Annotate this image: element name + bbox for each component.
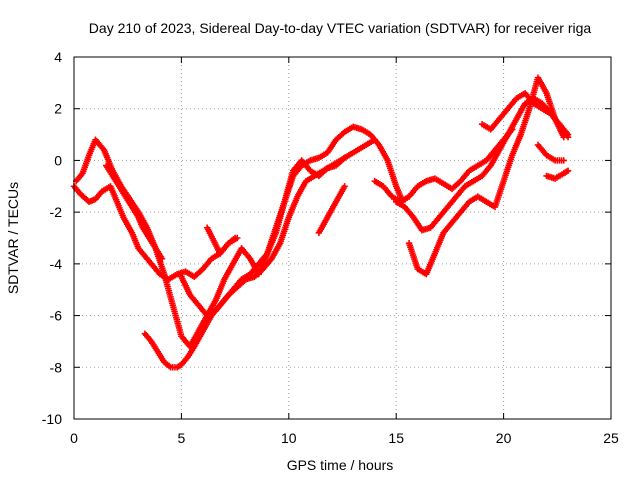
data-points xyxy=(70,74,572,371)
y-tick-label: 0 xyxy=(54,152,62,168)
y-tick-label: -8 xyxy=(50,359,63,375)
series-arc-9 xyxy=(478,90,572,141)
y-tick-label: 4 xyxy=(54,49,62,65)
data-point xyxy=(564,167,572,174)
y-tick-label: -2 xyxy=(50,204,63,220)
data-point xyxy=(158,255,166,262)
x-tick-label: 25 xyxy=(603,430,619,446)
x-tick-label: 0 xyxy=(70,430,78,446)
x-axis-label: GPS time / hours xyxy=(287,457,394,473)
data-point xyxy=(341,154,348,162)
axis-ticks: 0 5 10 15 20 25 -10 -8 -6 -4 -2 0 2 4 xyxy=(42,49,619,446)
series-arc-10 xyxy=(534,141,567,164)
series-arc-6 xyxy=(393,95,572,234)
y-tick-label: -10 xyxy=(42,411,62,427)
data-point xyxy=(560,157,567,164)
x-tick-label: 15 xyxy=(388,430,404,446)
series-arc-8 xyxy=(371,126,516,205)
data-point xyxy=(508,126,516,133)
x-tick-label: 5 xyxy=(178,430,186,446)
data-point xyxy=(564,133,572,141)
chart-title: Day 210 of 2023, Sidereal Day-to-day VTE… xyxy=(89,20,592,36)
x-tick-label: 10 xyxy=(281,430,297,446)
series-arc-11 xyxy=(543,167,572,182)
y-axis-label: SDTVAR / TECUs xyxy=(5,182,21,294)
y-tick-label: -4 xyxy=(50,256,63,272)
y-tick-label: 2 xyxy=(54,101,62,117)
series-arc-5 xyxy=(178,154,348,319)
data-point xyxy=(234,234,241,242)
x-tick-label: 20 xyxy=(496,430,512,446)
series-arc-4 xyxy=(103,162,166,262)
series-arc-12 xyxy=(315,183,348,237)
data-point xyxy=(371,136,378,143)
y-tick-label: -6 xyxy=(50,308,63,324)
series-arc-13 xyxy=(203,224,241,257)
plot-frame xyxy=(73,56,612,420)
data-point xyxy=(341,183,348,190)
